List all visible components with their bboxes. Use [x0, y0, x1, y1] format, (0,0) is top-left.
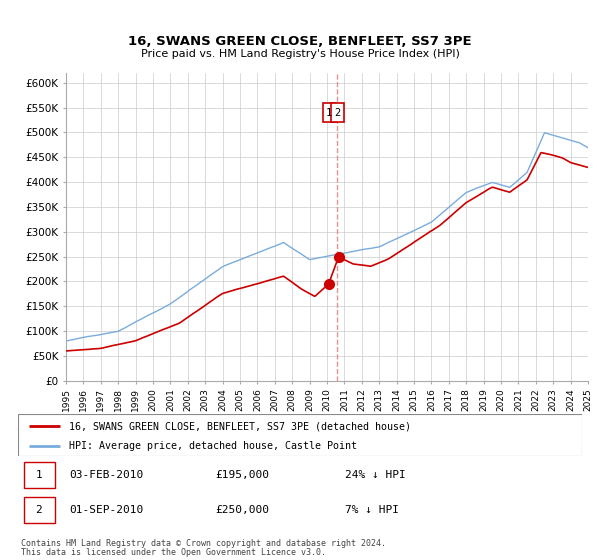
FancyBboxPatch shape — [23, 497, 55, 524]
Text: 01-SEP-2010: 01-SEP-2010 — [69, 505, 143, 515]
Text: 2: 2 — [35, 505, 42, 515]
Text: £195,000: £195,000 — [215, 470, 269, 480]
FancyBboxPatch shape — [323, 102, 336, 123]
FancyBboxPatch shape — [23, 461, 55, 488]
Text: Contains HM Land Registry data © Crown copyright and database right 2024.: Contains HM Land Registry data © Crown c… — [21, 539, 386, 548]
Text: 03-FEB-2010: 03-FEB-2010 — [69, 470, 143, 480]
Text: £250,000: £250,000 — [215, 505, 269, 515]
Text: 16, SWANS GREEN CLOSE, BENFLEET, SS7 3PE (detached house): 16, SWANS GREEN CLOSE, BENFLEET, SS7 3PE… — [69, 421, 411, 431]
Text: 24% ↓ HPI: 24% ↓ HPI — [345, 470, 406, 480]
Text: This data is licensed under the Open Government Licence v3.0.: This data is licensed under the Open Gov… — [21, 548, 326, 557]
Text: Price paid vs. HM Land Registry's House Price Index (HPI): Price paid vs. HM Land Registry's House … — [140, 49, 460, 59]
Text: 16, SWANS GREEN CLOSE, BENFLEET, SS7 3PE: 16, SWANS GREEN CLOSE, BENFLEET, SS7 3PE — [128, 35, 472, 48]
Text: 1: 1 — [35, 470, 42, 480]
Text: 2: 2 — [334, 108, 341, 118]
Text: 1: 1 — [326, 108, 332, 118]
FancyBboxPatch shape — [331, 102, 344, 123]
Text: HPI: Average price, detached house, Castle Point: HPI: Average price, detached house, Cast… — [69, 441, 357, 451]
Text: 7% ↓ HPI: 7% ↓ HPI — [345, 505, 399, 515]
